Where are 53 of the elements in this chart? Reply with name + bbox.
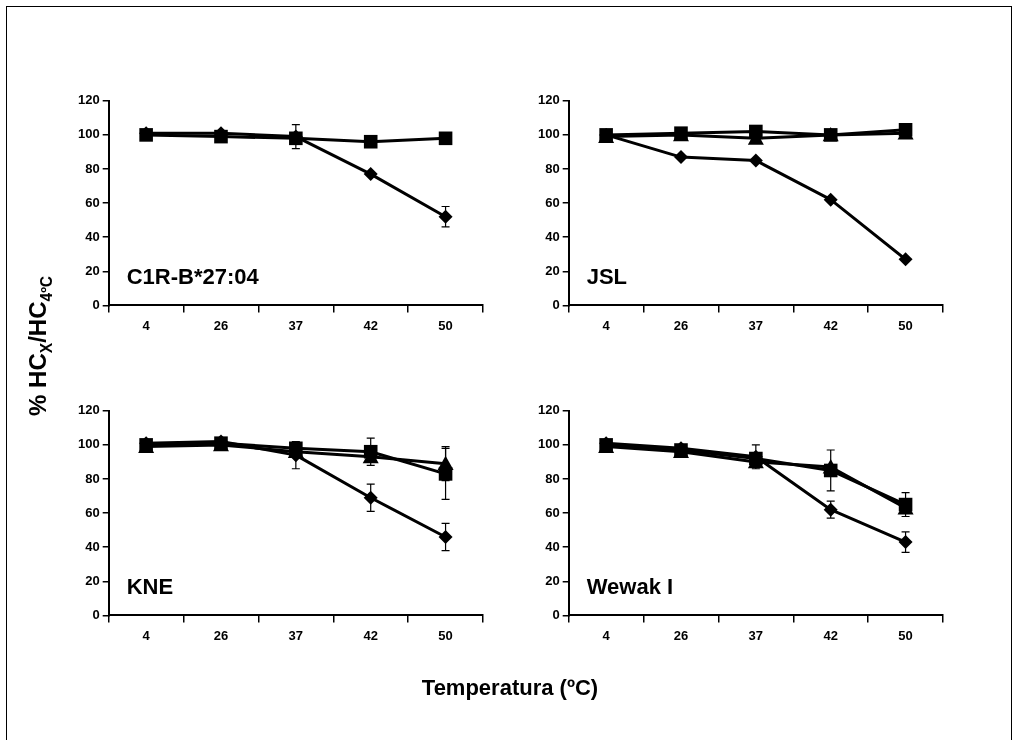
y-tick-label: 80 (85, 160, 100, 176)
y-tick-label: 0 (552, 296, 560, 312)
y-tick-label: 60 (545, 194, 560, 210)
y-tick-label: 40 (545, 538, 560, 554)
y-tick-label: 100 (77, 436, 100, 452)
y-tick-label: 100 (77, 126, 100, 142)
y-tick-label: 40 (85, 538, 100, 554)
y-tick-label: 60 (545, 504, 560, 520)
x-tick-label: 50 (898, 627, 913, 643)
y-tick-label: 20 (85, 262, 100, 278)
y-tick-label: 120 (537, 402, 560, 418)
annotation: C1R-B*27:04 (126, 264, 260, 290)
x-tick-label: 37 (748, 627, 764, 643)
x-tick-label: 4 (602, 627, 611, 643)
x-tick-label: 42 (363, 627, 378, 643)
y-tick-label: 40 (545, 228, 560, 244)
x-tick-label: 37 (748, 317, 764, 333)
y-tick-label: 100 (537, 436, 560, 452)
x-axis-title: Temperatura (ºC) (420, 675, 600, 701)
y-tick-label: 120 (537, 92, 560, 108)
annotation: JSL (586, 264, 628, 290)
x-tick-label: 37 (288, 317, 304, 333)
x-tick-label: 26 (673, 317, 689, 333)
y-tick-label: 40 (85, 228, 100, 244)
y-tick-label: 80 (85, 470, 100, 486)
x-tick-label: 26 (213, 627, 229, 643)
y-tick-label: 0 (92, 296, 100, 312)
y-tick-label: 60 (85, 504, 100, 520)
y-tick-label: 60 (85, 194, 100, 210)
x-tick-label: 26 (213, 317, 229, 333)
x-tick-label: 50 (438, 627, 453, 643)
y-tick-label: 20 (545, 262, 560, 278)
x-tick-label: 37 (288, 627, 304, 643)
y-tick-label: 0 (552, 606, 560, 622)
y-tick-label: 120 (77, 92, 100, 108)
y-tick-label: 80 (545, 470, 560, 486)
x-tick-label: 4 (142, 627, 151, 643)
y-tick-label: 20 (545, 572, 560, 588)
y-tick-label: 120 (77, 402, 100, 418)
x-tick-label: 42 (823, 627, 838, 643)
annotation: Wewak I (586, 574, 674, 600)
x-tick-label: 4 (602, 317, 611, 333)
x-tick-label: 42 (823, 317, 838, 333)
x-tick-label: 50 (898, 317, 913, 333)
y-tick-label: 0 (92, 606, 100, 622)
x-tick-label: 26 (673, 627, 689, 643)
x-tick-label: 4 (142, 317, 151, 333)
x-tick-label: 50 (438, 317, 453, 333)
y-tick-label: 80 (545, 160, 560, 176)
x-tick-label: 42 (363, 317, 378, 333)
y-tick-label: 100 (537, 126, 560, 142)
y-tick-label: 20 (85, 572, 100, 588)
annotation: KNE (126, 574, 174, 600)
